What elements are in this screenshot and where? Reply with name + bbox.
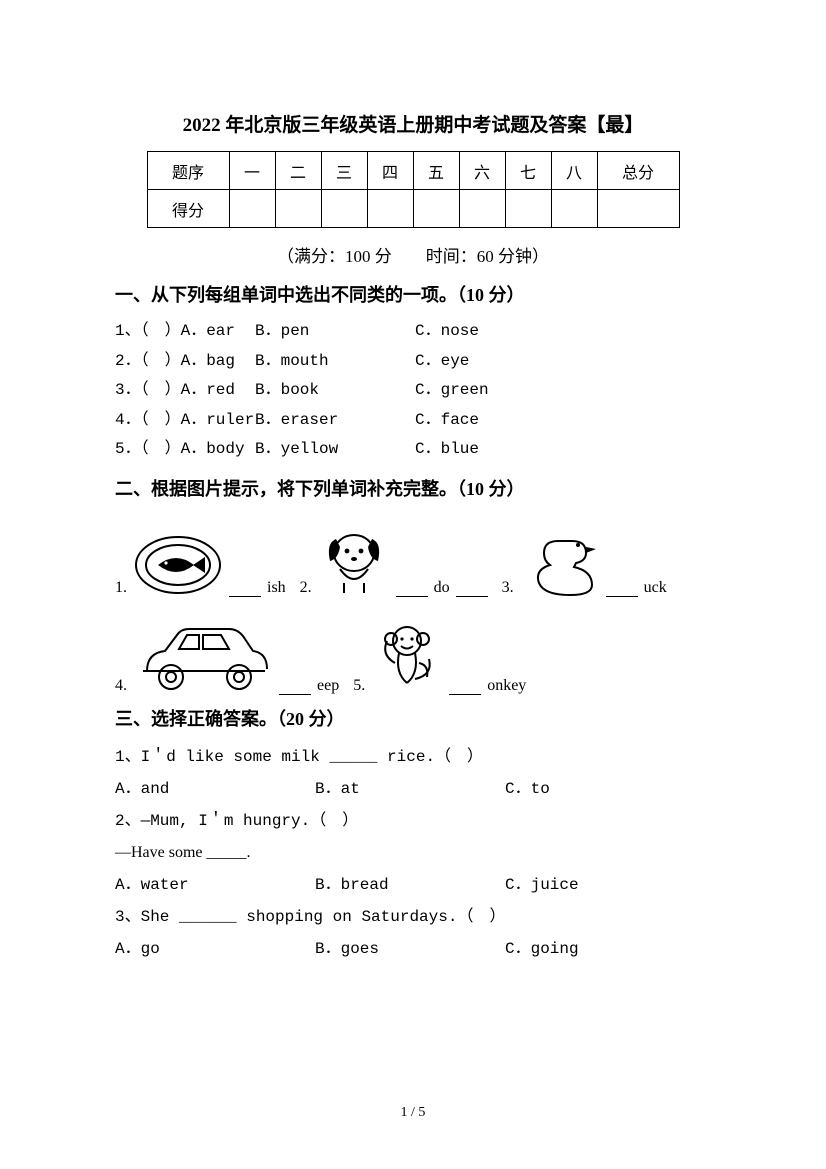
question-options: A．andB．atC．to [115,773,711,805]
mc-question-row: 4．（ ）A．rulerB．eraserC．face [115,406,711,436]
word-suffix: uck [644,579,667,597]
item-number: 3. [502,579,514,597]
picture-word-item: 5. onkey [353,619,526,695]
section1-heading: 一、从下列每组单词中选出不同类的一项。（10 分） [115,281,711,307]
mc-option-c: C．nose [415,317,479,347]
mc-num: 5．（ ）A．body [115,435,255,465]
mc-option-c: C．face [415,406,479,436]
mc-question-row: 1、（ ）A．earB．penC．nose [115,317,711,347]
blank-line [229,581,261,597]
mc-option-b: B．eraser [255,406,415,436]
question-stem: 3、She ______ shopping on Saturdays.（ ） [115,901,711,933]
option-b: B．at [315,773,505,805]
picture-word-item: 2. do [300,525,488,597]
option-c: C．going [505,933,579,965]
question-stem: 1、I＇d like some milk _____ rice.（ ） [115,741,711,773]
score-header-cell: 六 [459,152,505,190]
option-c: C．to [505,773,550,805]
score-table: 题序一二三四五六七八总分 得分 [147,151,680,228]
mc-num: 1、（ ）A．ear [115,317,255,347]
mc-num: 3．（ ）A．red [115,376,255,406]
score-cell-blank [275,190,321,228]
question-options: A．goB．goesC．going [115,933,711,965]
word-suffix: ish [267,579,286,597]
picture-word-item: 3. uck [502,523,667,597]
word-suffix: eep [317,677,339,695]
score-cell-blank [413,190,459,228]
score-cell-blank [321,190,367,228]
monkey-icon [371,619,443,695]
option-b: B．bread [315,869,505,901]
score-header-cell: 总分 [597,152,679,190]
fish-icon [133,533,223,597]
section2-heading: 二、根据图片提示，将下列单词补充完整。（10 分） [115,475,711,501]
mc-option-b: B．pen [255,317,415,347]
mc-num: 4．（ ）A．ruler [115,406,255,436]
section3-heading: 三、选择正确答案。（20 分） [115,705,711,731]
option-a: A．water [115,869,315,901]
item-number: 1. [115,579,127,597]
section2-items: 1. ish 2. do 3. uck 4. eep 5. onkey [115,523,711,695]
mc-option-c: C．green [415,376,489,406]
score-cell-blank [367,190,413,228]
item-number: 4. [115,677,127,695]
question-options: A．waterB．breadC．juice [115,869,711,901]
question-stem: 2、—Mum, I＇m hungry.（ ） [115,805,711,837]
score-header-cell: 七 [505,152,551,190]
picture-word-item: 4. eep [115,621,339,695]
picture-word-item: 1. ish [115,533,286,597]
word-suffix: onkey [487,677,526,695]
mc-option-b: B．yellow [255,435,415,465]
score-header-cell: 八 [551,152,597,190]
blank-line [279,679,311,695]
mc-option-c: C．eye [415,347,469,377]
page-title: 2022 年北京版三年级英语上册期中考试题及答案【最】 [115,110,711,137]
score-cell-blank [597,190,679,228]
mc-num: 2．（ ）A．bag [115,347,255,377]
score-header-cell: 题序 [147,152,229,190]
score-table-score-row: 得分 [147,190,679,228]
mc-option-b: B．book [255,376,415,406]
exam-meta: （满分：100 分 时间：60 分钟） [115,242,711,267]
mc-question-row: 5．（ ）A．bodyB．yellowC．blue [115,435,711,465]
mc-question-row: 2．（ ）A．bagB．mouthC．eye [115,347,711,377]
score-header-cell: 四 [367,152,413,190]
score-cell-blank [505,190,551,228]
mc-question-row: 3．（ ）A．redB．bookC．green [115,376,711,406]
dog-icon [318,525,390,597]
score-header-cell: 三 [321,152,367,190]
duck-icon [520,523,600,597]
blank-line [456,581,488,597]
question-stem-line2: —Have some _____. [115,837,711,869]
item-number: 2. [300,579,312,597]
mc-option-c: C．blue [415,435,479,465]
blank-line [606,581,638,597]
score-row-label: 得分 [147,190,229,228]
car-icon [133,621,273,695]
score-cell-blank [229,190,275,228]
blank-line [396,581,428,597]
blank-line [449,679,481,695]
score-header-cell: 一 [229,152,275,190]
score-header-cell: 二 [275,152,321,190]
score-cell-blank [551,190,597,228]
mc-option-b: B．mouth [255,347,415,377]
word-suffix: do [434,579,450,597]
score-table-header-row: 题序一二三四五六七八总分 [147,152,679,190]
item-number: 5. [353,677,365,695]
page-number: 1 / 5 [0,1105,826,1121]
option-a: A．and [115,773,315,805]
option-c: C．juice [505,869,579,901]
option-b: B．goes [315,933,505,965]
score-cell-blank [459,190,505,228]
score-header-cell: 五 [413,152,459,190]
option-a: A．go [115,933,315,965]
